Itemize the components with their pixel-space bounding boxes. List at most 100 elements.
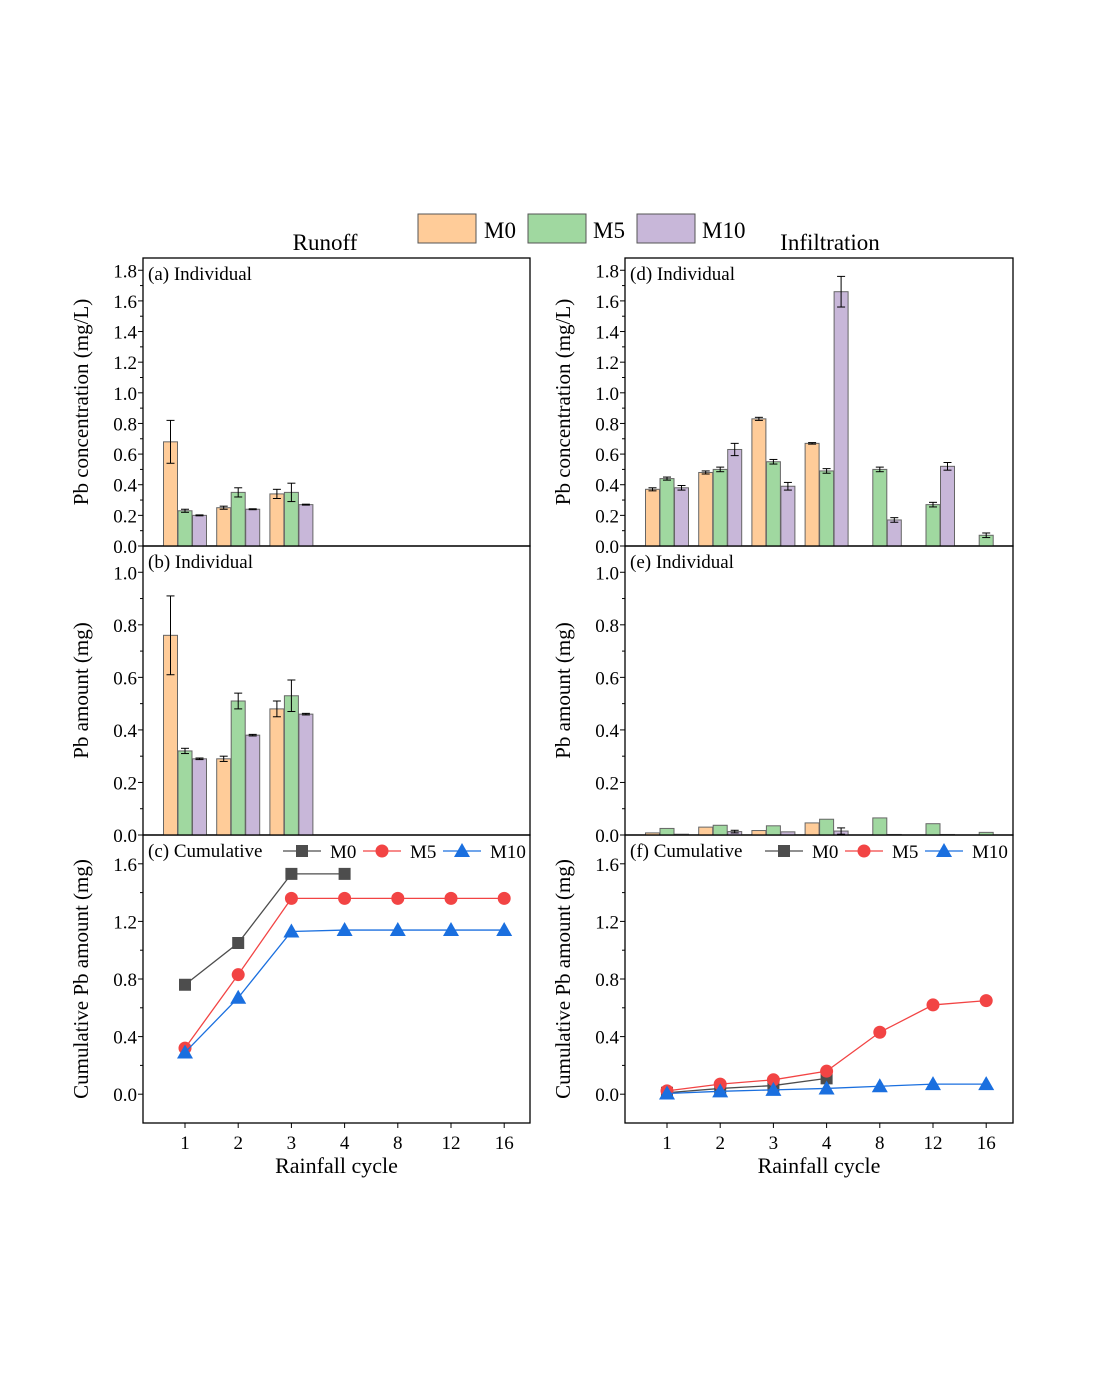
bar-m0 bbox=[751, 830, 767, 836]
x-tick-label: 2 bbox=[233, 1133, 243, 1154]
legend-marker-m10 bbox=[936, 843, 952, 857]
point-m10 bbox=[925, 1076, 941, 1091]
bar-m10 bbox=[245, 508, 261, 547]
y-tick-label: 0.8 bbox=[113, 970, 137, 991]
bar-m5 bbox=[872, 817, 888, 836]
bar-m10 bbox=[192, 758, 207, 836]
bar-m0 bbox=[698, 471, 714, 547]
legend-swatch-m5 bbox=[527, 213, 587, 244]
panel-e: 0.0 0.2 0.4 0.6 0.8 1.0 Pb amount (mg) (e) Indi… bbox=[551, 545, 1014, 847]
panel-b: 0.0 0.2 0.4 0.6 0.8 1.0 Pb amount (mg) (b) Indi… bbox=[69, 545, 531, 847]
bar-m0 bbox=[269, 708, 285, 836]
bar-m10 bbox=[780, 485, 796, 547]
bar-m0 bbox=[804, 822, 820, 836]
x-tick-label: 1 bbox=[180, 1133, 190, 1154]
bar-m10 bbox=[886, 519, 902, 547]
legend-marker-m5 bbox=[857, 844, 871, 858]
y-tick-label: 0.4 bbox=[595, 1028, 619, 1049]
bar-m0 bbox=[804, 442, 820, 547]
legend-marker-m0 bbox=[296, 845, 308, 857]
bar-m10 bbox=[192, 514, 207, 547]
point-m0 bbox=[232, 937, 245, 949]
x-tick-label: 2 bbox=[715, 1133, 725, 1154]
bar-m10 bbox=[727, 448, 743, 547]
y-tick-label: 0.8 bbox=[595, 414, 619, 435]
y-tick-label: 0.0 bbox=[595, 826, 619, 847]
bar-m5 bbox=[712, 468, 728, 547]
y-tick-label: 0.8 bbox=[595, 970, 619, 991]
legend-label-m10: M10 bbox=[972, 842, 1008, 863]
bar-m5 bbox=[177, 510, 193, 547]
bar-m5 bbox=[765, 825, 781, 836]
point-m5 bbox=[497, 891, 511, 905]
y-tick-label: 1.0 bbox=[595, 384, 619, 405]
point-m5 bbox=[926, 998, 940, 1012]
panel-frame bbox=[142, 257, 531, 547]
panel-label: (e) Individual bbox=[630, 552, 734, 573]
point-m10 bbox=[765, 1081, 782, 1096]
point-m5 bbox=[766, 1073, 780, 1087]
bar-m0 bbox=[269, 493, 285, 547]
y-tick-label: 0.2 bbox=[595, 773, 619, 794]
legend-label-m5: M5 bbox=[892, 842, 918, 863]
x-tick-label: 16 bbox=[977, 1133, 996, 1154]
point-m10 bbox=[978, 1076, 995, 1091]
legend-label-m0: M0 bbox=[330, 842, 356, 863]
x-tick-label: 12 bbox=[924, 1133, 943, 1154]
bar-m5 bbox=[659, 827, 675, 836]
y-tick-label: 0.8 bbox=[113, 414, 137, 435]
bar-m5 bbox=[925, 504, 941, 547]
x-tick-label: 8 bbox=[875, 1133, 885, 1154]
point-m10 bbox=[496, 922, 513, 937]
bar-m10 bbox=[833, 291, 849, 547]
point-m0 bbox=[338, 867, 351, 880]
y-tick-label: 1.0 bbox=[113, 563, 137, 584]
bar-m0 bbox=[698, 826, 714, 836]
panel-label: (c) Cumulative bbox=[148, 841, 263, 862]
panel-label: (d) Individual bbox=[630, 264, 735, 285]
y-tick-label: 0.0 bbox=[113, 1085, 137, 1106]
bar-m5 bbox=[230, 491, 246, 547]
line-m0 bbox=[184, 873, 345, 986]
y-axis-label: Pb concentration (mg/L) bbox=[551, 299, 575, 505]
y-tick-label: 1.6 bbox=[113, 855, 137, 876]
bar-m5 bbox=[177, 750, 193, 836]
panel-frame bbox=[624, 545, 1014, 836]
legend-swatch-m10 bbox=[636, 213, 696, 244]
bar-m0 bbox=[751, 418, 767, 547]
panel-label: (b) Individual bbox=[148, 552, 253, 573]
y-tick-label: 1.2 bbox=[113, 912, 137, 933]
panel-d: 0.0 0.2 0.4 0.6 0.8 1.0 1.2 1.4 1.6 1.8 Pb concent… bbox=[551, 257, 1014, 558]
point-m10 bbox=[283, 923, 300, 938]
point-m5 bbox=[231, 968, 245, 982]
point-m5 bbox=[338, 891, 352, 905]
y-tick-label: 1.8 bbox=[113, 261, 137, 282]
y-tick-label: 0.8 bbox=[595, 616, 619, 637]
bar-m10 bbox=[298, 504, 314, 547]
point-m0 bbox=[179, 978, 191, 991]
x-tick-label: 1 bbox=[662, 1133, 672, 1154]
y-tick-label: 1.4 bbox=[113, 323, 137, 344]
x-tick-label: 4 bbox=[340, 1133, 350, 1154]
bar-m5 bbox=[819, 470, 835, 547]
legend-marker-m5 bbox=[375, 844, 389, 858]
y-tick-label: 1.6 bbox=[595, 292, 619, 313]
panel-label: (a) Individual bbox=[148, 264, 252, 285]
y-tick-label: 0.4 bbox=[113, 476, 137, 497]
point-m0 bbox=[285, 867, 298, 880]
x-axis-label: Rainfall cycle bbox=[758, 1153, 881, 1178]
y-tick-label: 0.4 bbox=[595, 476, 619, 497]
section-title-infiltration: Infiltration bbox=[780, 230, 880, 255]
point-m5 bbox=[444, 891, 458, 905]
y-tick-label: 1.0 bbox=[595, 563, 619, 584]
y-tick-label: 0.4 bbox=[595, 721, 619, 742]
y-tick-label: 0.4 bbox=[113, 1028, 137, 1049]
legend-label-m0: M0 bbox=[484, 218, 516, 243]
point-m10 bbox=[230, 989, 247, 1004]
point-m5 bbox=[391, 891, 405, 905]
bar-m5 bbox=[925, 823, 941, 836]
panel-c: 0.0 0.4 0.8 1.2 1.6 Cumulative Pb amount (mg)… bbox=[69, 834, 531, 1178]
point-m5 bbox=[873, 1025, 887, 1039]
bar-m5 bbox=[765, 461, 781, 547]
